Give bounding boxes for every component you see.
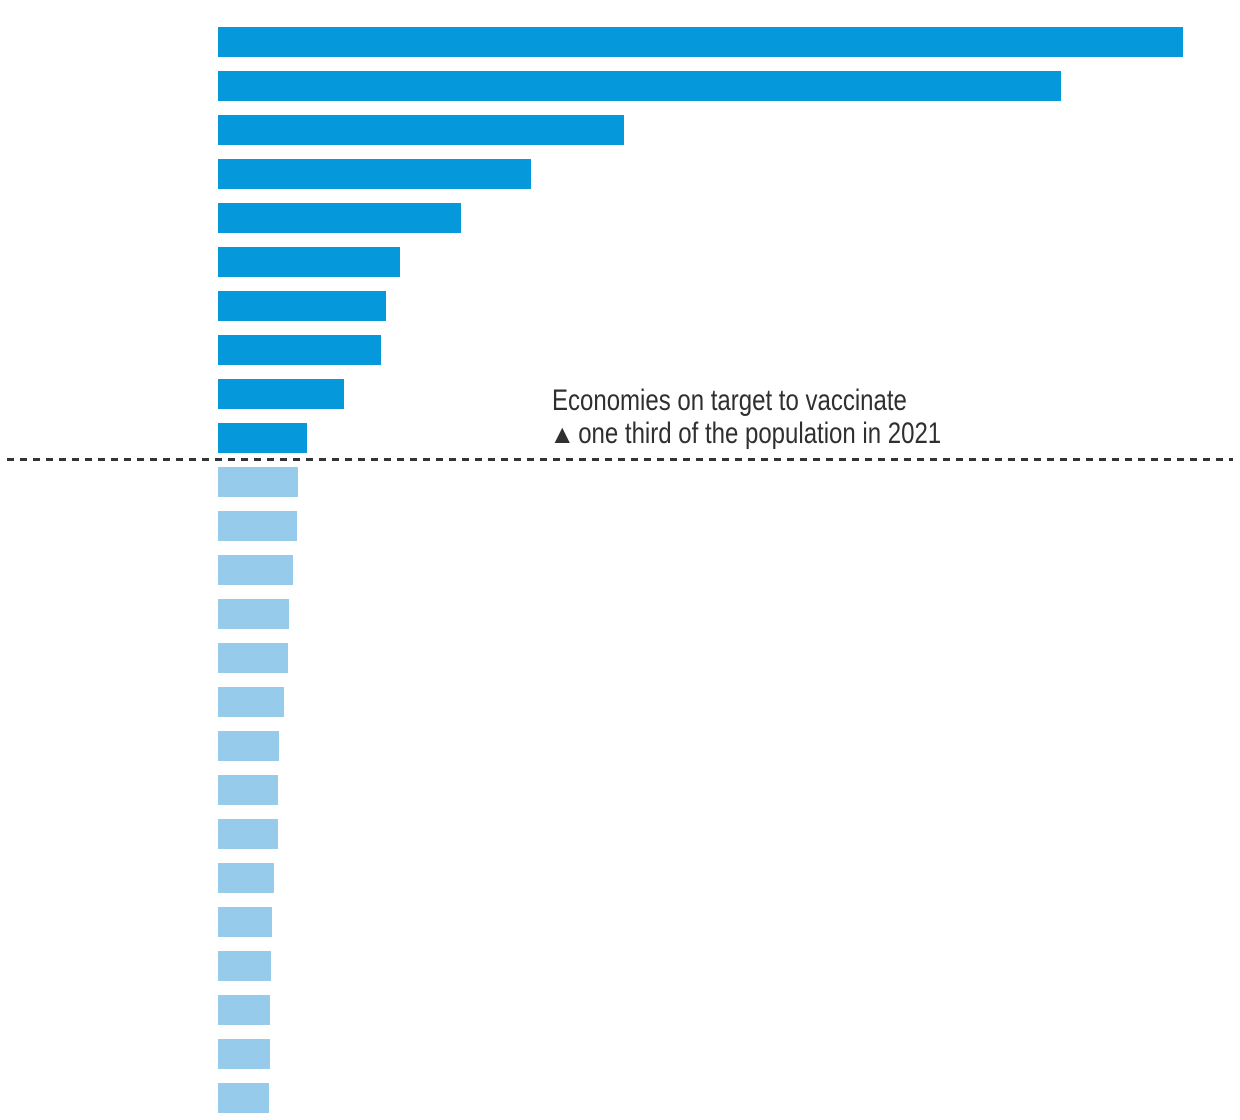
bar-below-threshold: [218, 511, 297, 541]
bar-above-threshold: [218, 247, 400, 277]
bar-below-threshold: [218, 863, 274, 893]
annotation-line-2: ▲ one third of the population in 2021: [549, 417, 941, 451]
threshold-dashed-line: [7, 458, 1233, 461]
bar-above-threshold: [218, 159, 531, 189]
bar-below-threshold: [218, 467, 298, 497]
triangle-up-icon: ▲: [549, 419, 576, 449]
bar-above-threshold: [218, 379, 344, 409]
bar-above-threshold: [218, 335, 381, 365]
bar-below-threshold: [218, 731, 279, 761]
bar-below-threshold: [218, 1083, 269, 1113]
bar-below-threshold: [218, 1039, 270, 1069]
bar-below-threshold: [218, 555, 293, 585]
bar-below-threshold: [218, 907, 272, 937]
bar-list: [218, 27, 1183, 1120]
bar-above-threshold: [218, 203, 461, 233]
bar-above-threshold: [218, 291, 386, 321]
bar-below-threshold: [218, 819, 278, 849]
bar-below-threshold: [218, 643, 288, 673]
bar-above-threshold: [218, 115, 624, 145]
bar-below-threshold: [218, 599, 289, 629]
bar-below-threshold: [218, 951, 271, 981]
bar-below-threshold: [218, 995, 270, 1025]
threshold-annotation: Economies on target to vaccinate ▲ one th…: [549, 384, 941, 451]
bar-below-threshold: [218, 687, 284, 717]
bar-below-threshold: [218, 775, 278, 805]
annotation-line-1: Economies on target to vaccinate: [552, 384, 907, 417]
bar-above-threshold: [218, 423, 307, 453]
annotation-line-2-text: one third of the population in 2021: [578, 417, 942, 450]
bar-above-threshold: [218, 27, 1183, 57]
bar-above-threshold: [218, 71, 1061, 101]
